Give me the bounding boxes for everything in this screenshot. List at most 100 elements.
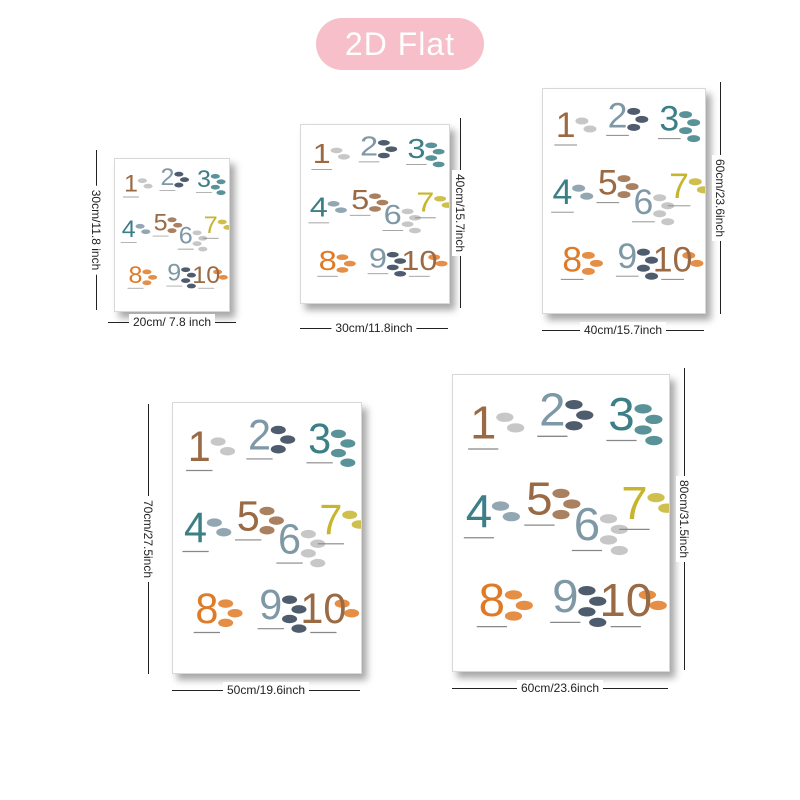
- poster-number-2: 2: [539, 383, 565, 435]
- poster-animal-illustration: [428, 254, 448, 267]
- poster-animal-illustration: [270, 425, 296, 454]
- poster-number-4: 4: [553, 172, 573, 212]
- width-label-5: 60cm/23.6inch: [516, 680, 604, 696]
- poster-animal-illustration: [425, 142, 445, 168]
- poster-number-7: 7: [621, 476, 647, 528]
- poster-animal-illustration: [496, 412, 525, 433]
- poster-number-8: 8: [319, 246, 337, 276]
- height-label-4: 70cm/27.5inch: [140, 495, 156, 583]
- poster-number-2: 2: [360, 132, 378, 162]
- poster-number-6: 6: [278, 515, 301, 563]
- poster-animal-illustration: [572, 184, 594, 200]
- poster-animal-illustration: [327, 201, 347, 213]
- height-dimension-1: 30cm/11.8 inch: [88, 150, 104, 310]
- poster-animal-illustration: [369, 193, 389, 212]
- poster-number-8: 8: [195, 584, 218, 632]
- poster-number-7: 7: [319, 496, 342, 544]
- poster-number-8: 8: [562, 240, 582, 280]
- poster-number-9: 9: [617, 236, 637, 276]
- poster-number-6: 6: [574, 497, 600, 549]
- poster-number-4: 4: [310, 193, 328, 223]
- style-title-badge: 2D Flat: [316, 18, 484, 70]
- poster-number-8: 8: [479, 573, 505, 625]
- poster-animal-illustration: [682, 251, 704, 267]
- poster-number-1: 1: [556, 105, 576, 145]
- poster-animal-illustration: [688, 178, 705, 194]
- poster-number-10: 10: [401, 246, 437, 276]
- poster-animal-illustration: [552, 488, 581, 520]
- poster-number-6: 6: [634, 182, 654, 222]
- poster-number-10: 10: [192, 262, 220, 288]
- poster-number-5: 5: [598, 163, 618, 203]
- poster-number-10: 10: [300, 584, 346, 632]
- poster-animal-illustration: [401, 208, 421, 234]
- poster-animal-illustration: [167, 217, 183, 234]
- width-dimension-1: 20cm/ 7.8 inch: [108, 314, 236, 330]
- poster-number-6: 6: [179, 223, 193, 249]
- poster-animal-illustration: [174, 171, 190, 188]
- poster-animal-illustration: [181, 267, 196, 289]
- poster-animal-illustration: [213, 269, 228, 280]
- width-dimension-3: 40cm/15.7inch: [542, 322, 704, 338]
- poster-number-10: 10: [653, 240, 693, 280]
- poster-number-2: 2: [248, 411, 271, 459]
- poster-number-3: 3: [608, 387, 634, 439]
- width-label-4: 50cm/19.6inch: [222, 682, 310, 698]
- width-dimension-2: 30cm/11.8inch: [300, 320, 448, 336]
- poster-number-5: 5: [526, 472, 552, 524]
- poster-animal-illustration: [386, 251, 407, 277]
- poster-animal-illustration: [627, 107, 649, 131]
- poster-size-4: 1 2 3 4 5 6 7 8 9 10: [172, 402, 362, 674]
- height-dimension-5: 80cm/31.5inch: [676, 368, 692, 670]
- poster-number-7: 7: [416, 187, 434, 217]
- poster-animal-illustration: [137, 178, 153, 189]
- poster-number-4: 4: [122, 217, 136, 243]
- width-label-1: 20cm/ 7.8 inch: [128, 314, 216, 330]
- poster-number-7: 7: [204, 212, 218, 238]
- poster-size-5: 1 2 3 4 5 6 7 8 9 10: [452, 374, 670, 672]
- width-label-2: 30cm/11.8inch: [331, 320, 417, 336]
- poster-number-5: 5: [154, 210, 168, 236]
- poster-number-4: 4: [466, 485, 492, 537]
- poster-animal-illustration: [578, 586, 607, 628]
- poster-number-9: 9: [369, 243, 387, 273]
- width-label-3: 40cm/15.7inch: [579, 322, 667, 338]
- poster-size-2: 1 2 3 4 5 6 7 8 9 10: [300, 124, 450, 304]
- height-label-3: 60cm/23.6inch: [712, 154, 728, 242]
- poster-number-3: 3: [659, 99, 679, 139]
- poster-animal-illustration: [210, 173, 226, 196]
- height-label-1: 30cm/11.8 inch: [88, 185, 104, 275]
- poster-animal-illustration: [342, 510, 361, 529]
- height-label-5: 80cm/31.5inch: [676, 475, 692, 563]
- poster-animal-illustration: [282, 595, 307, 633]
- poster-size-3: 1 2 3 4 5 6 7 8 9 10: [542, 88, 706, 314]
- poster-number-1: 1: [470, 396, 496, 448]
- poster-animal-illustration: [330, 147, 350, 160]
- poster-number-1: 1: [124, 171, 138, 197]
- height-dimension-2: 40cm/15.7inch: [452, 118, 468, 308]
- poster-animal-illustration: [491, 501, 520, 522]
- height-label-2: 40cm/15.7inch: [452, 169, 468, 257]
- width-dimension-5: 60cm/23.6inch: [452, 680, 668, 696]
- poster-animal-illustration: [653, 194, 675, 226]
- poster-animal-illustration: [217, 219, 229, 230]
- poster-animal-illustration: [647, 492, 669, 513]
- poster-number-7: 7: [669, 166, 689, 206]
- width-dimension-4: 50cm/19.6inch: [172, 682, 360, 698]
- poster-number-3: 3: [308, 415, 331, 463]
- poster-number-3: 3: [197, 167, 211, 193]
- poster-number-5: 5: [351, 185, 369, 215]
- style-title: 2D Flat: [344, 25, 456, 62]
- poster-animal-illustration: [135, 223, 151, 235]
- poster-number-4: 4: [184, 503, 207, 551]
- poster-number-9: 9: [552, 569, 578, 621]
- poster-animal-illustration: [192, 230, 208, 252]
- poster-number-9: 9: [167, 260, 181, 286]
- poster-animal-illustration: [575, 117, 597, 133]
- poster-animal-illustration: [210, 437, 236, 456]
- poster-size-1: 1 2 3 4 5 6 7 8 9 10: [114, 158, 230, 312]
- poster-animal-illustration: [377, 140, 398, 159]
